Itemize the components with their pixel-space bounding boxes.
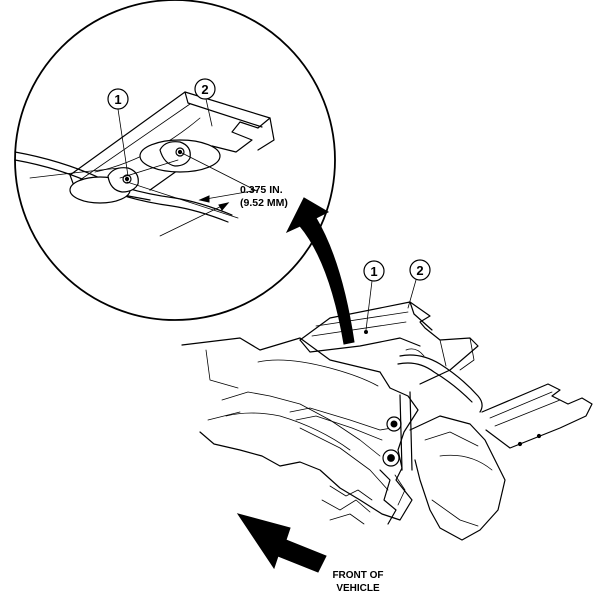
detail-pointer-arrow [285, 197, 355, 345]
front-of-vehicle-line1: FRONT OF [332, 570, 383, 581]
detail-callout-2-label: 2 [201, 82, 208, 97]
main-cable [397, 348, 483, 413]
detail-view: 1 2 0.375 IN. (9.52 MM) [14, 0, 336, 321]
detail-dimension-lines [119, 151, 259, 237]
main-callout-1-label: 1 [370, 264, 377, 279]
bolt-lower [382, 449, 400, 467]
bolt-upper [386, 416, 402, 432]
front-of-vehicle-line2: VEHICLE [336, 583, 380, 594]
front-direction-arrow [236, 513, 327, 573]
detail-callout-1: 1 [107, 88, 129, 177]
frame-assembly: 1 2 [181, 259, 593, 541]
detail-clip-lower [107, 167, 139, 193]
detail-callout-1-label: 1 [114, 92, 121, 107]
dimension-imperial: 0.375 IN. [240, 184, 283, 196]
dimension-metric: (9.52 MM) [240, 197, 288, 209]
main-callout-2: 2 [407, 259, 431, 309]
right-cross-channel [481, 383, 593, 449]
main-crossmember [299, 301, 479, 385]
left-frame-rail [181, 337, 419, 521]
main-callout-1: 1 [363, 260, 385, 334]
right-frame-rail [409, 415, 506, 541]
detail-callout-2: 2 [194, 78, 216, 127]
lower-bracket [321, 469, 406, 525]
main-callout-2-label: 2 [416, 263, 423, 278]
